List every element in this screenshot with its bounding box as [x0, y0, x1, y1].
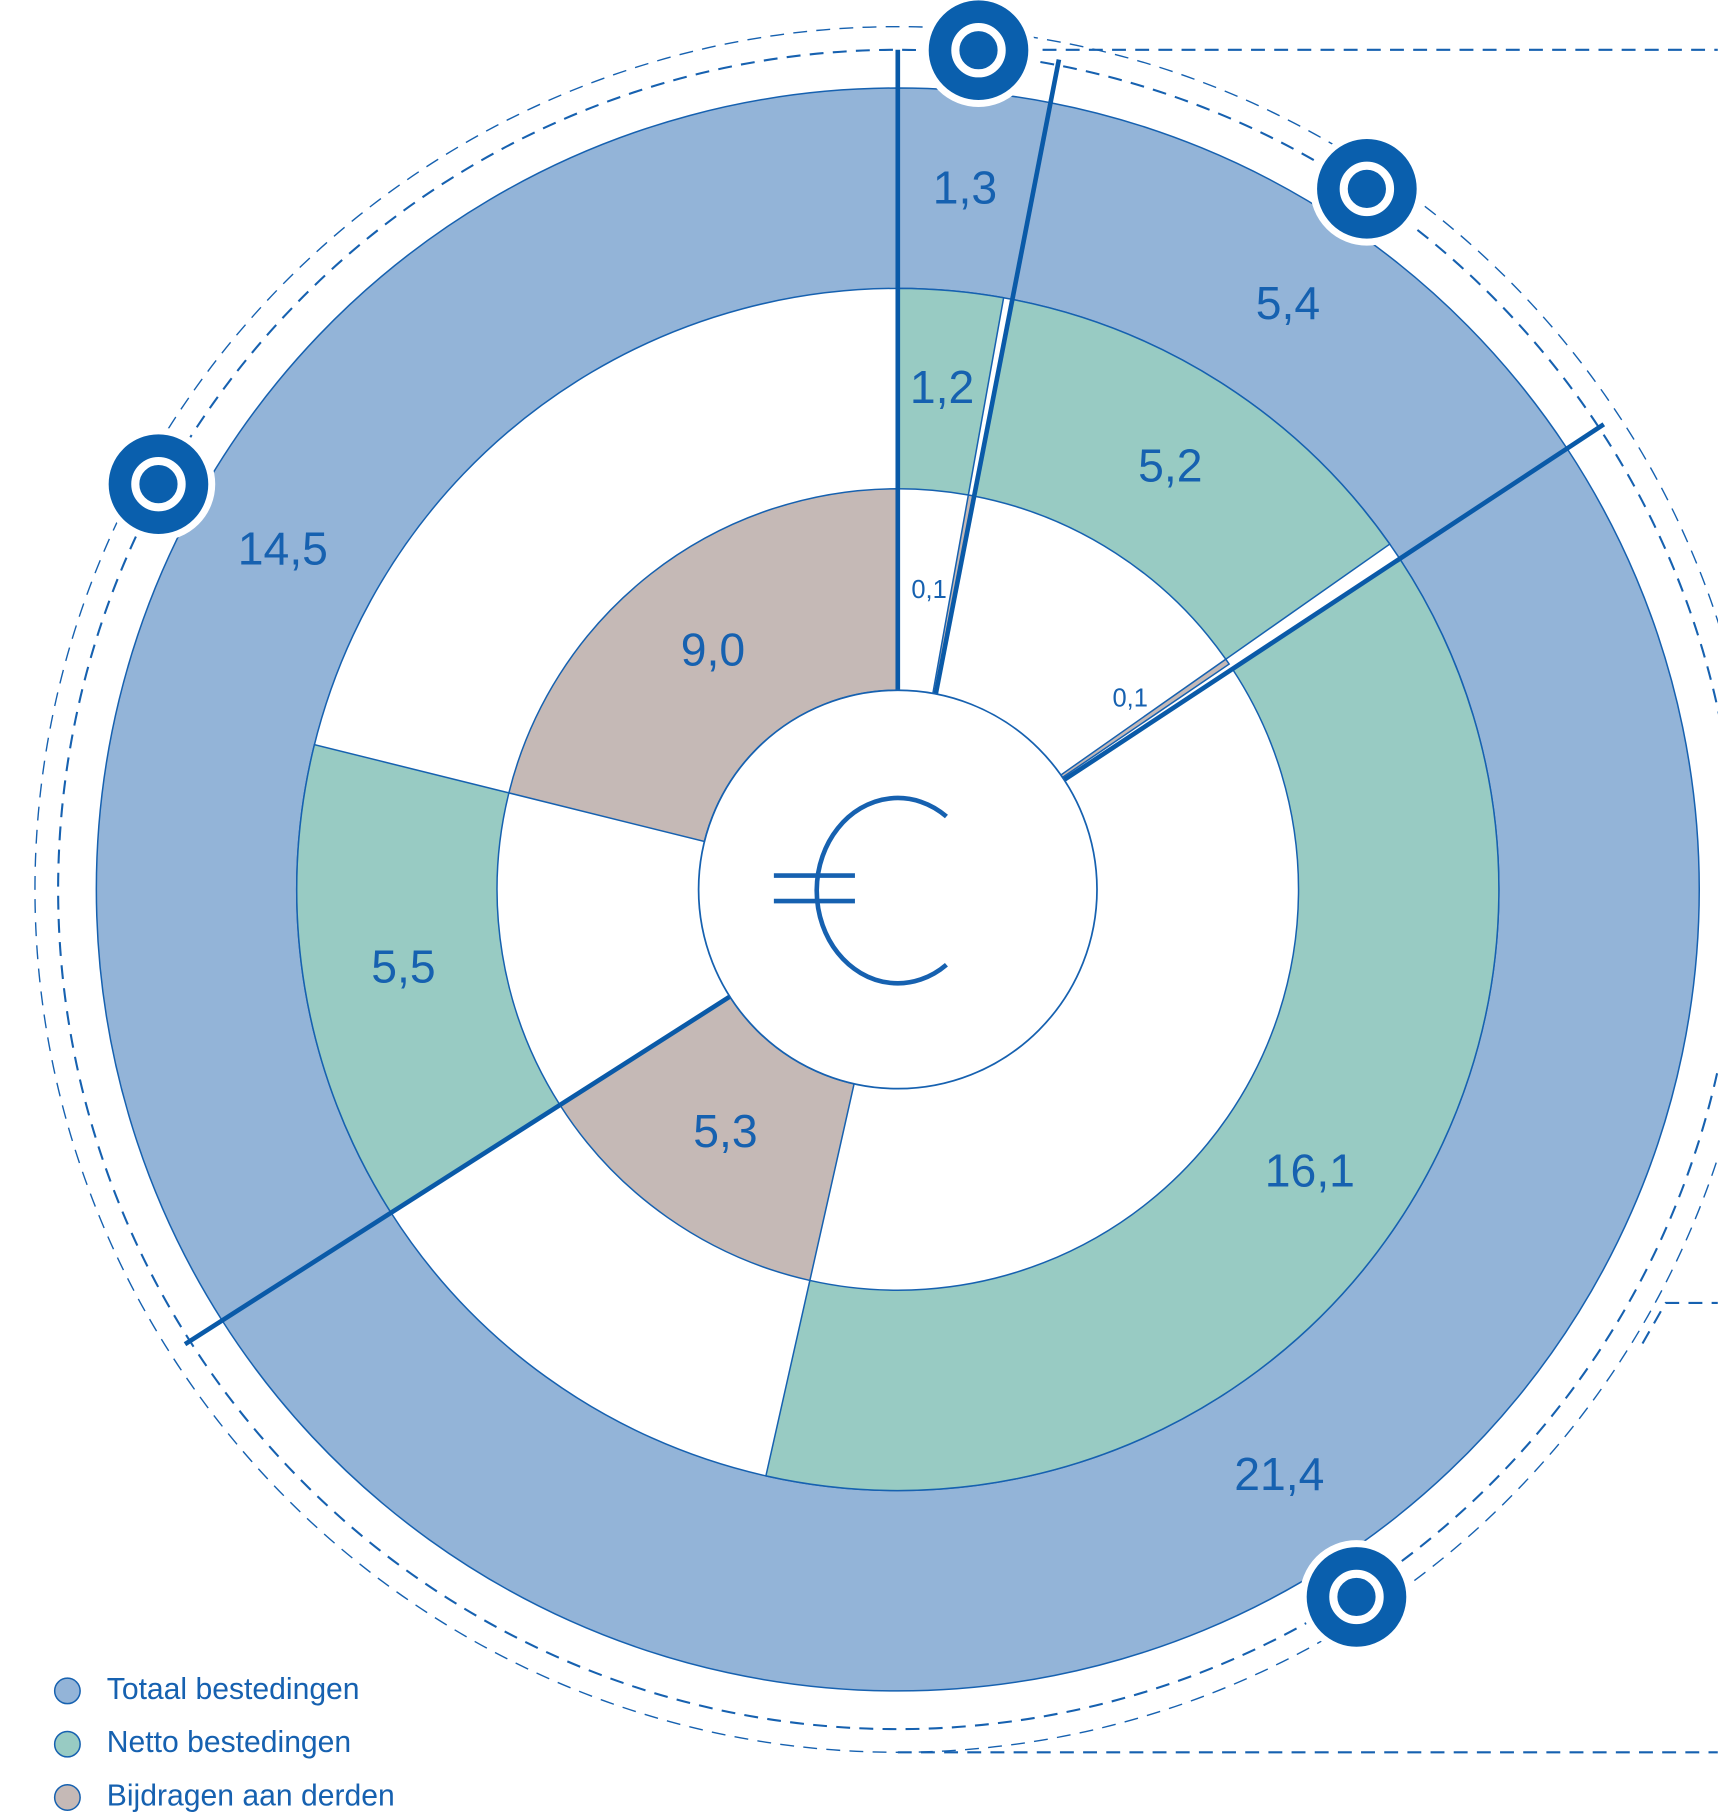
sector — [973, 298, 1391, 661]
legend-label: Totaal bestedingen — [107, 1673, 360, 1706]
center-circle — [697, 689, 1098, 1090]
segment-icon-glyph — [131, 456, 186, 512]
legend-swatch — [53, 1783, 81, 1811]
segment-divider — [933, 59, 1062, 695]
value-label: 9,0 — [681, 623, 745, 675]
sector — [897, 287, 1005, 496]
segment-icon-glyph — [951, 22, 1006, 78]
value-label: 5,2 — [1138, 439, 1202, 491]
legend-label: Bijdragen aan derden — [107, 1779, 395, 1812]
euro-icon — [773, 795, 948, 986]
value-label: 1,2 — [910, 361, 974, 413]
segment-icon-glyph — [1329, 1569, 1384, 1625]
segment-divider — [183, 994, 732, 1347]
value-label: 16,1 — [1265, 1144, 1355, 1196]
value-label: 5,3 — [693, 1105, 757, 1157]
value-label: 21,4 — [1234, 1448, 1324, 1500]
sector — [295, 743, 562, 1214]
sector — [764, 557, 1500, 1492]
value-label: 5,5 — [371, 941, 435, 993]
legend-label: Netto bestedingen — [107, 1726, 351, 1759]
legend-swatch — [53, 1677, 81, 1705]
segment-icon — [921, 0, 1036, 107]
segment-icon-glyph — [1339, 161, 1395, 217]
dashed-connector — [1641, 1301, 1718, 1344]
value-label: 0,1 — [911, 576, 946, 604]
value-label: 5,4 — [1256, 277, 1320, 329]
segment-icon — [1310, 132, 1424, 246]
legend: Totaal bestedingen Netto bestedingen Bijdr… — [53, 1673, 395, 1812]
value-label: 1,3 — [933, 162, 997, 214]
segment-divider — [1062, 422, 1606, 782]
value-label: 14,5 — [238, 523, 328, 575]
decoration — [34, 26, 1718, 1754]
segment-icon — [101, 427, 216, 541]
value-label: 0,1 — [1112, 685, 1147, 713]
euro-arc — [814, 795, 948, 986]
segment-icon — [1299, 1540, 1414, 1654]
legend-swatch — [53, 1730, 81, 1758]
